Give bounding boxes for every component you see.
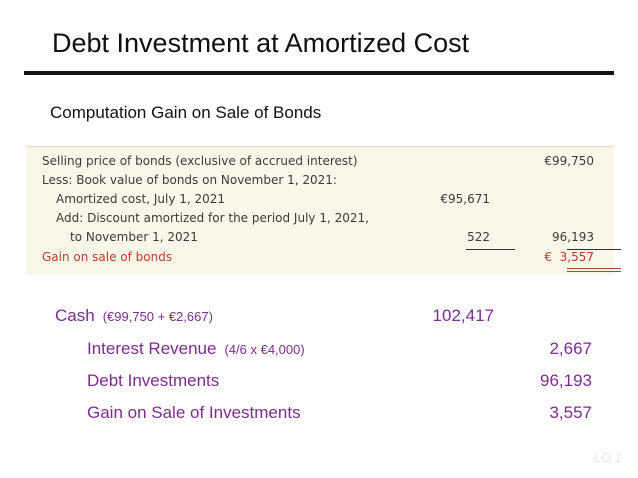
journal-note: (€99,750 + €2,667) <box>102 309 213 324</box>
journal-account: Debt Investments <box>87 371 220 390</box>
computation-right-amount: 96,193 <box>552 230 594 244</box>
computation-label: Less: Book value of bonds on November 1,… <box>42 173 337 187</box>
learning-objective-label: LO 1 <box>593 450 622 465</box>
computation-row: Amortized cost, July 1, 2021 €95,671 <box>26 192 614 210</box>
mid-column-underline <box>466 249 515 250</box>
computation-mid-amount: €95,671 <box>440 192 490 206</box>
computation-label: Amortized cost, July 1, 2021 <box>56 192 226 206</box>
computation-label: Selling price of bonds (exclusive of acc… <box>42 154 358 168</box>
journal-row-cash: Cash (€99,750 + €2,667) <box>55 306 213 326</box>
computation-gain-row: Gain on sale of bonds € 3,557 <box>26 250 614 268</box>
journal-credit-amount: 3,557 <box>549 403 592 422</box>
right-column-underline <box>567 249 621 250</box>
slide-title: Debt Investment at Amortized Cost <box>52 28 470 58</box>
gain-label: Gain on sale of bonds <box>42 250 173 264</box>
computation-label: to November 1, 2021 <box>70 230 198 244</box>
computation-row: Less: Book value of bonds on November 1,… <box>26 173 614 191</box>
journal-account: Gain on Sale of Investments <box>87 403 301 422</box>
title-divider <box>24 71 614 75</box>
computation-row: to November 1, 2021 522 96,193 <box>26 230 614 248</box>
slide-subtitle: Computation Gain on Sale of Bonds <box>50 103 322 122</box>
computation-label: Add: Discount amortized for the period J… <box>56 211 369 225</box>
journal-row-debt-investments: Debt Investments <box>87 371 219 391</box>
journal-note: (4/6 x €4,000) <box>224 342 305 357</box>
journal-credit-amount: 96,193 <box>540 371 592 390</box>
journal-account: Cash <box>55 306 95 325</box>
journal-row-gain-on-sale: Gain on Sale of Investments <box>87 403 301 423</box>
computation-table: Selling price of bonds (exclusive of acc… <box>26 146 621 275</box>
journal-debit-amount: 102,417 <box>432 306 494 325</box>
journal-row-interest-revenue: Interest Revenue (4/6 x €4,000) <box>87 339 305 359</box>
journal-account: Interest Revenue <box>87 339 217 358</box>
gain-amount: € 3,557 <box>544 250 594 264</box>
computation-mid-amount: 522 <box>467 230 490 244</box>
double-underline <box>567 268 621 272</box>
computation-row: Add: Discount amortized for the period J… <box>26 211 614 229</box>
computation-right-amount: €99,750 <box>544 154 594 168</box>
computation-row: Selling price of bonds (exclusive of acc… <box>26 154 614 172</box>
journal-credit-amount: 2,667 <box>549 339 592 358</box>
